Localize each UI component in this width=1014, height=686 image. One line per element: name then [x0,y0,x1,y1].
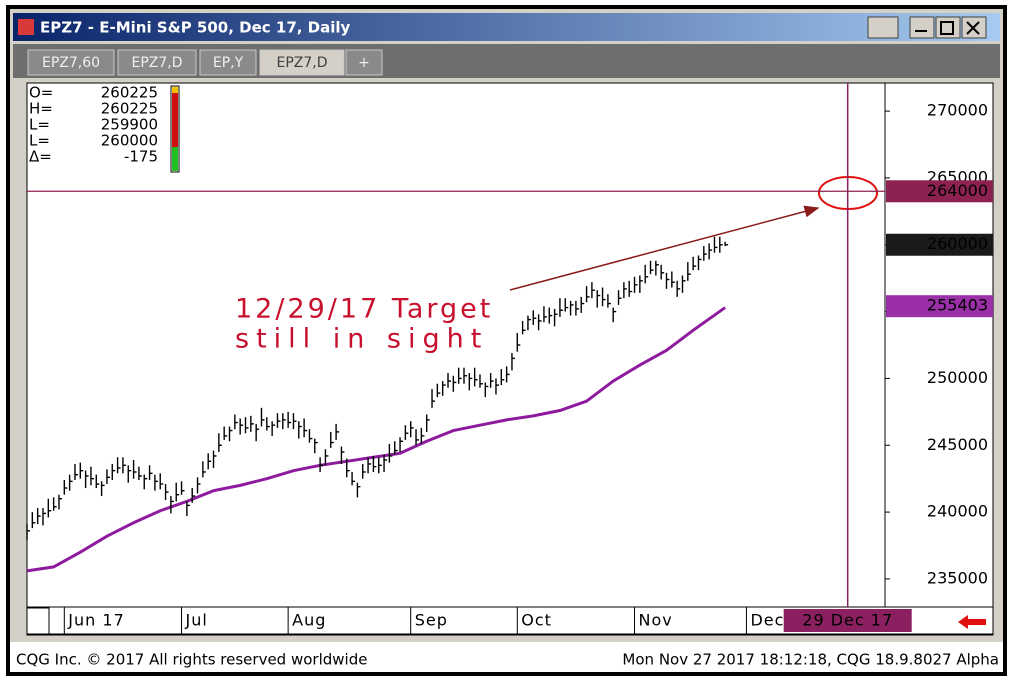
readout-label: Δ= [29,148,52,166]
readout-value: 260225 [101,100,158,118]
y-tick-label: 240000 [927,502,988,521]
price-tag-label: 260000 [927,234,988,253]
x-tick-label: Jul [185,611,208,630]
x-tick-label: Dec [750,611,784,630]
footer-left: CQG Inc. © 2017 All rights reserved worl… [16,651,367,669]
minimize-button[interactable] [909,16,935,39]
x-tick-label: Nov [639,611,673,630]
annotation-line: 12/29/17 Target [235,294,493,325]
target-date-tag [783,609,912,632]
x-tick-label: Sep [415,611,448,630]
readout-value: -175 [124,148,158,166]
y-tick-label: 235000 [927,568,988,587]
readout-bar-change [172,147,178,171]
y-tick-label: 250000 [927,368,988,387]
x-tick-label: Aug [292,611,326,630]
footer-right: Mon Nov 27 2017 18:12:18, CQG 18.9.8027 … [622,651,999,669]
status-bar [10,642,1003,672]
axis-corner-box [26,607,50,635]
app-icon [18,19,34,35]
tab-label: EP,Y [213,55,244,71]
price-tag-label: 255403 [927,296,988,315]
tab[interactable] [259,49,345,76]
tab[interactable] [199,49,257,76]
window-title: EPZ7 - E-Mini S&P 500, Dec 17, Daily [40,19,351,37]
window-button-glyphs [915,21,980,35]
x-tick-label: Jun 17 [67,611,124,630]
readout-value: 260225 [101,84,158,102]
title-bar [13,13,1000,41]
tab[interactable] [117,49,197,76]
target-arrow [509,205,820,291]
y-tick-label: 270000 [927,101,988,120]
scroll-arrow[interactable] [958,615,986,629]
tab[interactable] [345,49,383,76]
tab-label: + [358,55,370,71]
readout-value: 260000 [101,132,158,150]
price-tag-label: 264000 [927,181,988,200]
tab-label: EPZ7,D [131,55,182,71]
readout-bar-frame [170,85,180,173]
price-tag [886,233,993,256]
tab-label: EPZ7,60 [42,55,100,71]
chart-area [26,82,994,636]
readout-label: L= [29,116,50,134]
tab-label: EPZ7,D [276,55,327,71]
readout-label: L= [29,132,50,150]
target-date-label: 29 Dec 17 [802,611,893,630]
readout-bar-range [172,93,178,147]
annotation-line: still in sight [235,324,488,355]
readout-label: O= [29,84,53,102]
y-tick-label: 245000 [927,435,988,454]
price-tag [886,295,993,318]
readout-value: 259900 [101,116,158,134]
price-tag [886,180,993,203]
x-tick-label: Oct [521,611,552,630]
readout-bar-open [172,87,178,93]
tab[interactable] [27,49,115,76]
readout-label: H= [29,100,53,118]
link-button[interactable] [867,16,899,39]
